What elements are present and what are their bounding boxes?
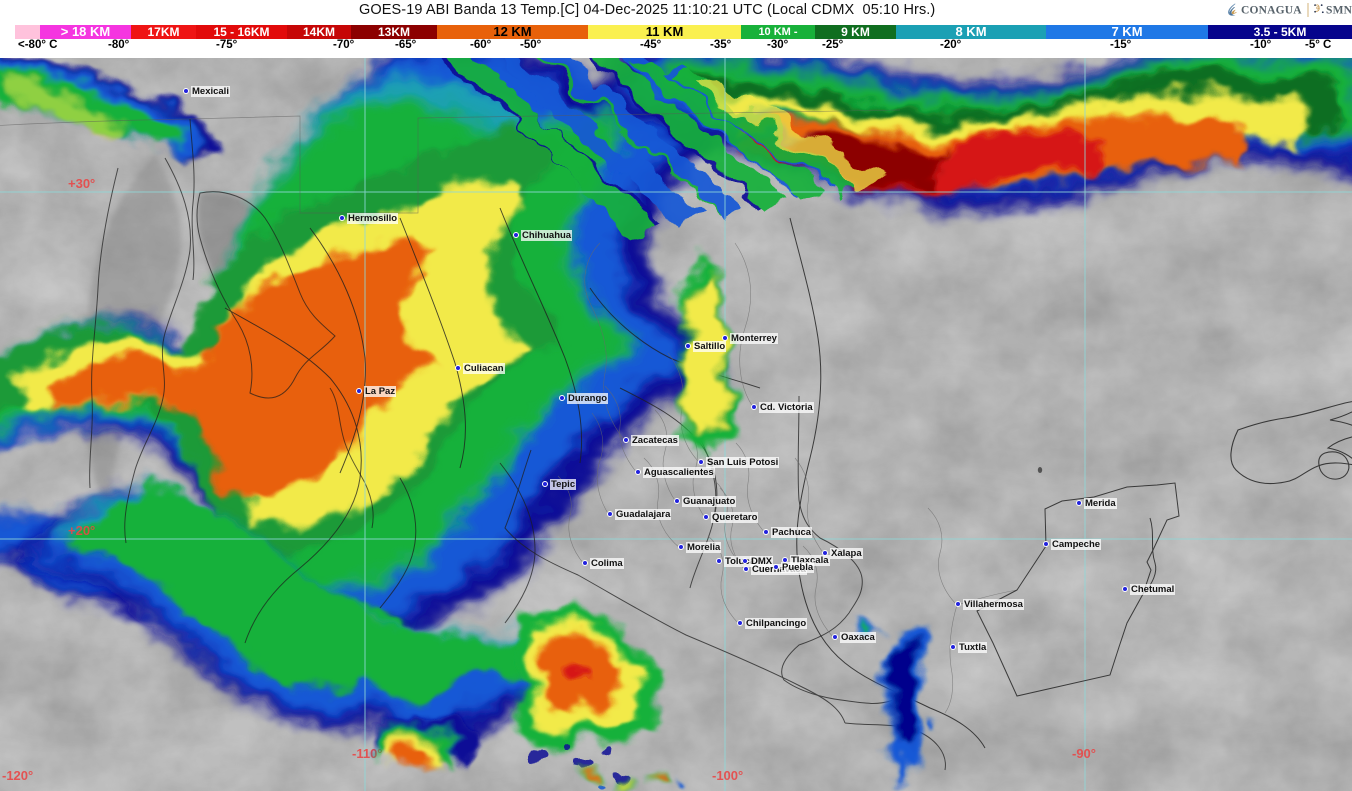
- svg-text:CONAGUA: CONAGUA: [1241, 5, 1302, 17]
- svg-text:SMN: SMN: [1326, 5, 1352, 17]
